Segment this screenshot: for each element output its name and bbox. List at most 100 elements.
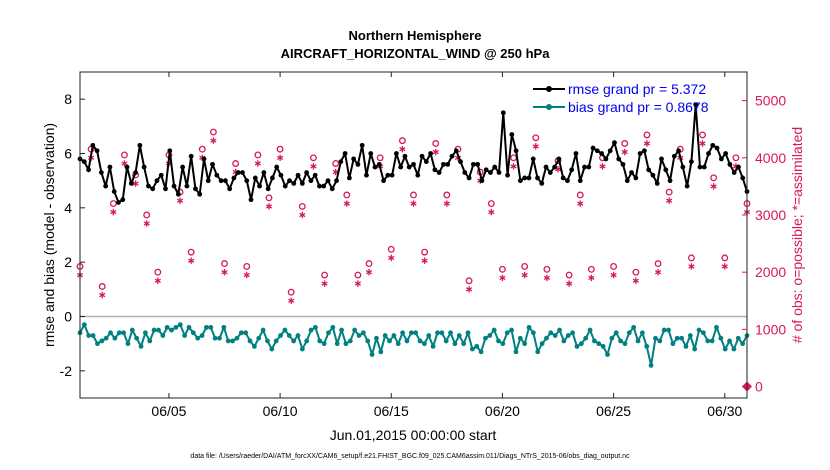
bias-point (291, 338, 297, 344)
bias-point (696, 327, 702, 333)
bias-point (265, 338, 270, 344)
y-tick-label: 2 (64, 254, 72, 270)
rmse-point (124, 164, 130, 170)
bias-point (330, 324, 336, 330)
obs-possible-point (498, 265, 506, 273)
obs-possible-point (221, 260, 228, 268)
rmse-point (372, 164, 378, 170)
rmse-point (543, 164, 549, 170)
rmse-point (671, 153, 677, 159)
obs-assimilated-point (588, 274, 595, 282)
rmse-point (171, 183, 177, 189)
bias-point (256, 335, 262, 341)
y-tick-label: -2 (60, 363, 73, 379)
bias-point (435, 330, 440, 336)
obs-assimilated-point (265, 203, 273, 210)
obs-possible-point (310, 154, 317, 162)
bias-point (81, 322, 87, 328)
bias-point (356, 333, 362, 338)
rmse-point (530, 156, 536, 162)
bias-point (530, 330, 536, 336)
bias-point (718, 335, 724, 341)
x-tick-label: 06/15 (374, 403, 409, 419)
obs-possible-point (298, 202, 306, 210)
rmse-point (111, 189, 117, 194)
rmse-point (317, 183, 322, 189)
rmse-point (582, 164, 587, 170)
bias-point (112, 335, 118, 341)
obs-assimilated-point (521, 271, 528, 279)
bias-point (613, 330, 619, 336)
rmse-point (714, 145, 720, 151)
rmse-point (120, 197, 126, 203)
bias-point (321, 341, 327, 347)
bias-point (539, 341, 545, 347)
rmse-point (736, 164, 741, 170)
bias-point (378, 349, 384, 355)
rmse-point (325, 178, 331, 184)
bias-point (238, 330, 244, 336)
rmse-line (79, 103, 748, 204)
rmse-point (197, 191, 203, 197)
obs-assimilated-point (365, 268, 373, 276)
rmse-point (620, 161, 626, 167)
bias-point (526, 324, 532, 330)
bias-point (469, 346, 475, 352)
bias-point (400, 330, 406, 336)
obs-possible-point (243, 263, 251, 270)
rmse-point (90, 142, 96, 148)
bias-point (517, 335, 523, 341)
bias-point (461, 341, 467, 347)
bias-point (282, 327, 288, 333)
bias-point (360, 330, 366, 336)
obs-possible-point (265, 194, 273, 202)
bias-point (578, 341, 584, 347)
obs-assimilated-point (465, 286, 473, 293)
bias-point (164, 324, 170, 330)
rmse-point (248, 197, 254, 203)
rmse-point (633, 175, 639, 181)
rmse-point (500, 110, 506, 116)
bias-point (683, 343, 689, 349)
rmse-point (368, 151, 374, 156)
obs-possible-point (610, 263, 618, 270)
bias-point (125, 341, 131, 347)
obs-possible-point (432, 140, 440, 147)
x-tick-label: 06/10 (263, 403, 298, 419)
rmse-point (667, 178, 673, 184)
bias-point (587, 327, 593, 333)
obs-possible-point (654, 260, 662, 268)
bias-point (404, 338, 410, 344)
bias-point (260, 327, 266, 333)
bias-point (596, 341, 602, 347)
obs-possible-point (710, 174, 718, 182)
rmse-point (175, 191, 181, 197)
bias-point (134, 335, 140, 341)
bias-point (421, 341, 427, 347)
rmse-point (291, 180, 297, 186)
rmse-point (222, 178, 228, 184)
rmse-point (393, 151, 399, 156)
rmse-point (299, 180, 305, 186)
bias-point (99, 338, 105, 344)
bias-point (90, 333, 96, 338)
obs-assimilated-point (432, 148, 439, 156)
bias-point (522, 341, 528, 347)
rmse-point (346, 175, 352, 181)
bias-point (609, 335, 615, 341)
obs-possible-point (321, 271, 329, 279)
bias-point (299, 346, 305, 352)
bias-point (234, 335, 240, 341)
rmse-point (577, 178, 583, 184)
y-right-tick-label: 0 (755, 379, 763, 395)
bias-point (308, 327, 314, 333)
obs-assimilated-point (354, 280, 362, 287)
bias-point (217, 335, 222, 341)
bias-point (705, 338, 711, 344)
obs-possible-point (699, 131, 706, 139)
rmse-point (488, 170, 493, 175)
obs-assimilated-point (299, 211, 306, 219)
obs-possible-point (209, 128, 217, 136)
rmse-point (419, 153, 425, 159)
